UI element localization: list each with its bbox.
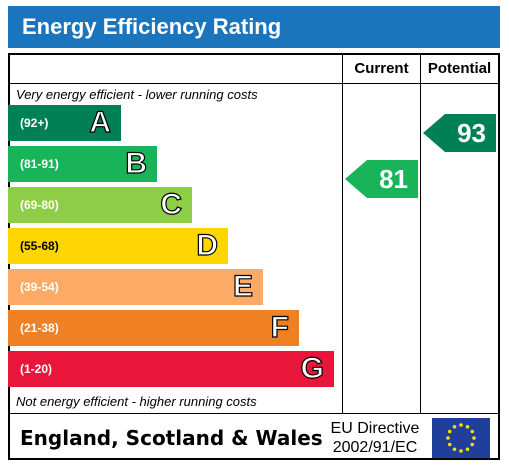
eu-star xyxy=(446,436,450,440)
rating-band-range: (55-68) xyxy=(20,239,59,253)
eu-star xyxy=(452,424,457,429)
rating-band-g: (1-20) G xyxy=(8,351,334,387)
potential-column-header: Potential xyxy=(427,60,492,77)
eu-star xyxy=(472,436,476,440)
rating-band-range: (39-54) xyxy=(20,280,59,294)
eu-star xyxy=(447,429,452,434)
eu-star xyxy=(465,424,470,429)
rating-band-letter: A xyxy=(89,106,112,139)
current-column-header: Current xyxy=(354,60,409,77)
rating-band-f: (21-38) F xyxy=(8,310,299,346)
rating-band-range: (1-20) xyxy=(20,362,53,376)
rating-band-d: (55-68) D xyxy=(8,228,228,264)
eu-directive-line2: 2002/91/EC xyxy=(332,439,418,456)
rating-band-range: (81-91) xyxy=(20,157,59,171)
top-caption: Very energy efficient - lower running co… xyxy=(16,87,258,102)
eu-flag-icon xyxy=(432,418,490,458)
rating-band-letter: C xyxy=(160,188,183,221)
eu-star xyxy=(452,447,457,452)
eu-star xyxy=(470,429,475,434)
rating-band-letter: B xyxy=(125,147,148,180)
eu-directive: EU Directive 2002/91/EC xyxy=(320,419,430,457)
eu-star xyxy=(470,442,475,447)
rating-band-range: (21-38) xyxy=(20,321,59,335)
rating-band-c: (69-80) C xyxy=(8,187,192,223)
column-divider-potential xyxy=(420,53,421,413)
potential-rating-value: 93 xyxy=(457,117,486,148)
rating-band-letter: E xyxy=(232,270,253,303)
column-divider-current xyxy=(342,53,343,413)
footer-divider xyxy=(8,413,500,414)
eu-star xyxy=(447,442,452,447)
rating-band-range: (69-80) xyxy=(20,198,59,212)
bottom-caption: Not energy efficient - higher running co… xyxy=(16,394,257,409)
eu-directive-line1: EU Directive xyxy=(330,420,420,437)
rating-band-letter: D xyxy=(196,229,219,262)
eu-star xyxy=(459,449,463,453)
region-label: England, Scotland & Wales xyxy=(20,426,323,450)
header-row-divider xyxy=(8,83,500,84)
rating-band-b: (81-91) B xyxy=(8,146,157,182)
rating-band-letter: F xyxy=(270,311,290,344)
page-title: Energy Efficiency Rating xyxy=(8,6,500,48)
rating-band-range: (92+) xyxy=(20,116,49,130)
eu-star xyxy=(465,447,470,452)
rating-band-a: (92+) A xyxy=(8,105,121,141)
current-rating-value: 81 xyxy=(379,163,408,194)
eu-star xyxy=(459,423,463,427)
rating-band-e: (39-54) E xyxy=(8,269,263,305)
rating-band-letter: G xyxy=(300,352,325,385)
